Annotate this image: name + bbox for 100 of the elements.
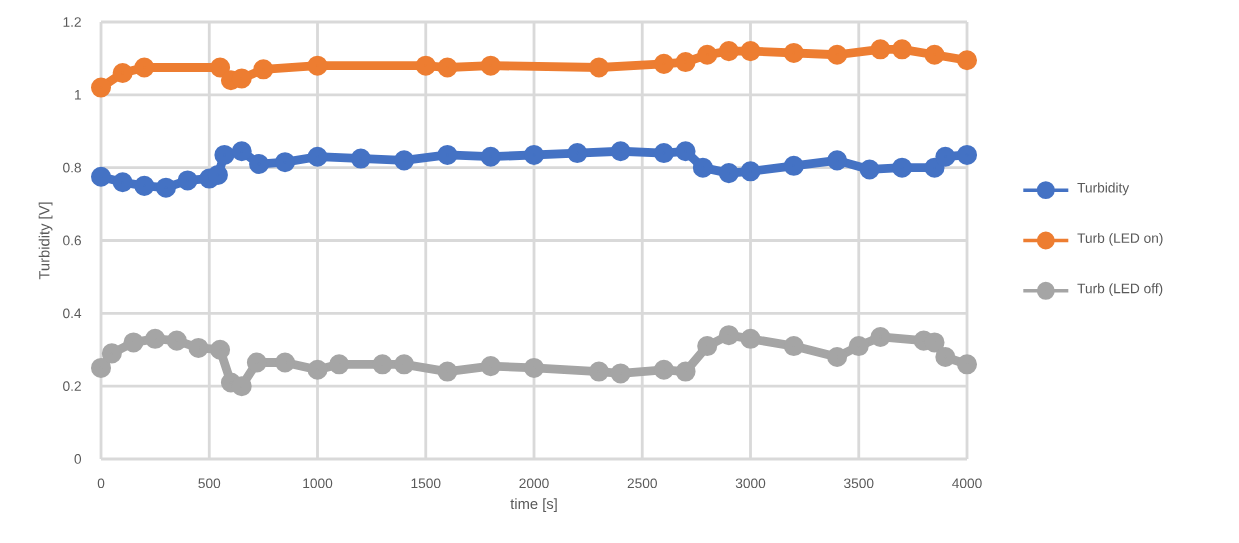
point <box>924 157 945 178</box>
point <box>675 141 696 162</box>
point <box>523 144 545 165</box>
point <box>101 343 122 364</box>
point <box>437 361 458 382</box>
x-tick-label: 500 <box>198 478 221 489</box>
x-tick-label: 2500 <box>627 478 657 489</box>
point <box>675 52 696 73</box>
point <box>394 150 415 171</box>
x-tick-label: 1000 <box>303 478 333 489</box>
point <box>275 152 296 173</box>
point <box>415 55 436 76</box>
point <box>246 352 267 373</box>
point <box>214 144 235 165</box>
point <box>588 361 609 382</box>
legend-label: Turb (LED on) <box>1077 232 1163 246</box>
x-axis-title: time [s] <box>510 498 557 512</box>
point <box>307 146 328 167</box>
point <box>90 357 112 378</box>
point <box>112 172 133 193</box>
x-tick-label: 2000 <box>519 478 549 489</box>
point <box>188 337 209 358</box>
y-tick-label: 1.2 <box>63 17 81 27</box>
legend-label: Turb (LED off) <box>1077 283 1163 297</box>
point <box>870 326 891 348</box>
x-tick-label: 4000 <box>952 478 982 489</box>
point <box>859 159 880 180</box>
point <box>892 39 913 60</box>
point <box>145 328 166 349</box>
y-tick-label: 0.6 <box>63 235 81 246</box>
point <box>827 150 848 171</box>
point <box>112 62 133 83</box>
point <box>134 175 155 196</box>
y-tick-label: 0.4 <box>63 308 82 319</box>
point <box>956 354 978 375</box>
point <box>697 44 718 65</box>
point <box>210 57 231 78</box>
point <box>718 325 739 346</box>
point <box>870 39 891 60</box>
point <box>350 148 371 169</box>
point <box>827 44 848 65</box>
point <box>588 57 609 78</box>
point <box>653 359 674 380</box>
point <box>231 376 252 397</box>
point <box>523 357 545 378</box>
point <box>653 53 674 74</box>
point <box>956 144 978 165</box>
point <box>480 146 501 167</box>
point <box>329 354 350 375</box>
point <box>123 332 144 353</box>
point <box>783 42 804 63</box>
point <box>718 41 739 62</box>
point <box>207 164 228 185</box>
point <box>249 153 270 175</box>
point <box>827 346 848 368</box>
point <box>166 330 187 351</box>
point <box>740 41 761 62</box>
point <box>253 59 274 80</box>
point <box>740 328 761 349</box>
point <box>480 356 501 377</box>
y-tick-label: 0.2 <box>63 381 81 391</box>
y-tick-label: 0.8 <box>63 162 81 173</box>
point <box>956 50 978 71</box>
point <box>210 339 231 360</box>
point <box>697 336 718 357</box>
point <box>740 161 761 182</box>
point <box>924 44 945 65</box>
point <box>610 363 631 384</box>
point <box>177 170 198 191</box>
y-axis-title: Turbidity [V] <box>38 202 53 280</box>
point <box>783 155 804 176</box>
point <box>307 359 328 380</box>
point <box>134 57 155 78</box>
point <box>437 144 458 165</box>
x-tick-label: 3500 <box>844 478 874 489</box>
point <box>437 57 458 78</box>
point <box>935 146 956 167</box>
point <box>155 177 176 198</box>
point <box>675 361 696 382</box>
point <box>90 166 112 187</box>
y-tick-label: 0 <box>74 454 82 464</box>
x-tick-label: 0 <box>97 478 105 489</box>
point <box>783 336 804 357</box>
point <box>394 354 415 375</box>
point <box>718 163 739 184</box>
point <box>567 143 588 164</box>
point <box>90 77 112 98</box>
point <box>231 141 252 162</box>
point <box>892 157 913 178</box>
point <box>480 55 501 76</box>
x-tick-label: 3000 <box>735 478 766 489</box>
y-tick-label: 1 <box>74 90 81 100</box>
x-tick-label: 1500 <box>411 478 441 489</box>
point <box>307 55 328 76</box>
point <box>653 143 674 164</box>
point <box>692 157 713 178</box>
point <box>275 352 296 373</box>
point <box>610 141 631 162</box>
point <box>848 336 869 357</box>
point <box>372 354 393 375</box>
